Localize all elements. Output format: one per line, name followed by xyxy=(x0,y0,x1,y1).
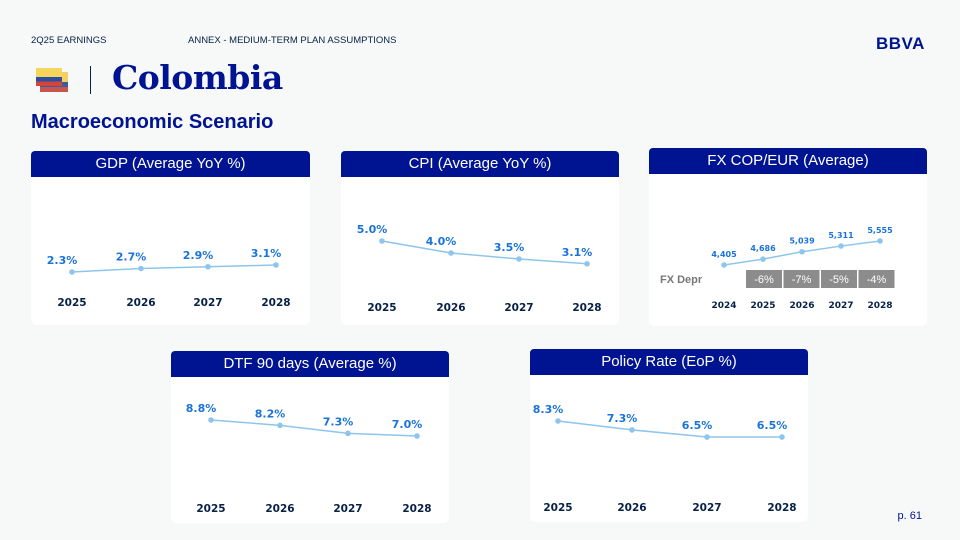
policy-point xyxy=(704,434,710,440)
dtf-data-label: 8.8% xyxy=(186,402,217,415)
fx-depr-value: -6% xyxy=(754,274,774,286)
cpi-data-label: 5.0% xyxy=(357,223,388,236)
fx-depr-value: -7% xyxy=(792,274,812,286)
fx-point xyxy=(838,243,844,249)
gdp-point xyxy=(205,263,211,270)
policy-title: Policy Rate (EoP %) xyxy=(530,349,808,375)
fx-title: FX COP/EUR (Average) xyxy=(649,148,927,174)
fx-depr-box xyxy=(821,270,857,288)
title-separator xyxy=(90,66,91,94)
dtf-x-tick: 2026 xyxy=(265,503,294,515)
dtf-data-label: 7.0% xyxy=(392,418,423,431)
fx-depr-label: FX Depr xyxy=(660,274,703,286)
dtf-x-tick: 2028 xyxy=(402,503,431,515)
gdp-x-tick: 2028 xyxy=(261,297,290,309)
policy-x-tick: 2028 xyxy=(767,502,796,514)
dtf-point xyxy=(414,433,420,439)
gdp-data-label: 2.9% xyxy=(183,249,214,262)
cpi-series-line xyxy=(381,240,588,265)
policy-data-label: 7.3% xyxy=(607,412,638,425)
gdp-title: GDP (Average YoY %) xyxy=(31,151,310,177)
fx-x-tick: 2024 xyxy=(711,301,736,311)
cpi-x-tick: 2028 xyxy=(572,302,601,314)
gdp-x-tick: 2027 xyxy=(193,297,222,309)
dtf-x-tick: 2027 xyxy=(333,503,362,515)
page-subtitle: Macroeconomic Scenario xyxy=(31,111,274,133)
dtf-data-label: 7.3% xyxy=(323,415,354,428)
gdp-x-tick: 2026 xyxy=(126,297,155,309)
policy-data-label: 8.3% xyxy=(533,403,564,416)
fx-x-tick: 2025 xyxy=(750,301,775,311)
dtf-point xyxy=(345,430,351,437)
fx-data-label: 5,039 xyxy=(789,237,815,246)
fx-point xyxy=(760,256,766,262)
cpi-data-label: 3.1% xyxy=(562,246,593,259)
fx-data-label: 5,555 xyxy=(867,226,893,235)
fx-depr-box xyxy=(783,270,820,288)
cpi-point xyxy=(516,256,522,262)
fx-depr-value: -4% xyxy=(867,274,887,286)
cpi-point xyxy=(584,261,590,267)
colombia-flag-icon xyxy=(36,68,68,92)
gdp-card xyxy=(31,151,310,325)
fx-x-tick: 2026 xyxy=(789,301,814,311)
gdp-data-label: 2.3% xyxy=(47,254,78,267)
fx-depr-box xyxy=(746,270,782,288)
policy-data-label: 6.5% xyxy=(757,419,788,432)
dtf-point xyxy=(277,422,283,429)
policy-point xyxy=(555,418,561,424)
gdp-data-label: 3.1% xyxy=(251,247,282,260)
cpi-point xyxy=(379,238,385,244)
policy-data-label: 6.5% xyxy=(682,419,713,432)
fx-data-label: 5,311 xyxy=(828,231,854,240)
cpi-x-tick: 2026 xyxy=(436,302,465,314)
gdp-point xyxy=(69,269,75,275)
fx-data-label: 4,686 xyxy=(750,244,776,253)
dtf-x-tick: 2025 xyxy=(196,503,225,515)
cpi-card xyxy=(341,151,619,325)
gdp-data-label: 2.7% xyxy=(116,251,147,264)
cpi-data-label: 4.0% xyxy=(426,235,457,248)
policy-x-tick: 2027 xyxy=(692,502,721,514)
cpi-x-tick: 2027 xyxy=(504,302,533,314)
fx-x-tick: 2027 xyxy=(828,301,853,311)
policy-card xyxy=(530,349,808,522)
policy-point xyxy=(779,434,785,440)
cpi-x-tick: 2025 xyxy=(367,302,396,314)
policy-point xyxy=(629,427,635,433)
page-number: p. 61 xyxy=(897,510,922,522)
policy-x-tick: 2025 xyxy=(543,502,572,514)
fx-data-label: 4,405 xyxy=(711,250,737,259)
cpi-point xyxy=(448,250,454,256)
policy-x-tick: 2026 xyxy=(617,502,646,514)
annex-label: ANNEX - MEDIUM-TERM PLAN ASSUMPTIONS xyxy=(188,35,397,46)
gdp-point xyxy=(138,265,144,272)
dtf-series-line xyxy=(210,419,418,437)
dtf-point xyxy=(208,417,214,423)
page-title: Colombia xyxy=(112,58,283,97)
cpi-data-label: 3.5% xyxy=(494,241,525,254)
fx-x-tick: 2028 xyxy=(867,301,892,311)
policy-series-line xyxy=(557,420,782,438)
fx-depr-value: -5% xyxy=(829,274,849,286)
dtf-title: DTF 90 days (Average %) xyxy=(171,351,449,377)
fx-card xyxy=(649,148,927,326)
bbva-logo: BBVA xyxy=(876,34,925,53)
gdp-series-line xyxy=(71,264,277,273)
fx-depr-box xyxy=(858,270,895,288)
section-label: 2Q25 EARNINGS xyxy=(31,35,107,46)
fx-point xyxy=(799,248,805,255)
gdp-x-tick: 2025 xyxy=(57,297,86,309)
dtf-card xyxy=(171,351,449,523)
gdp-point xyxy=(273,262,279,268)
fx-point xyxy=(721,262,727,268)
cpi-title: CPI (Average YoY %) xyxy=(341,151,619,177)
dtf-data-label: 8.2% xyxy=(255,407,286,420)
fx-point xyxy=(877,238,883,244)
